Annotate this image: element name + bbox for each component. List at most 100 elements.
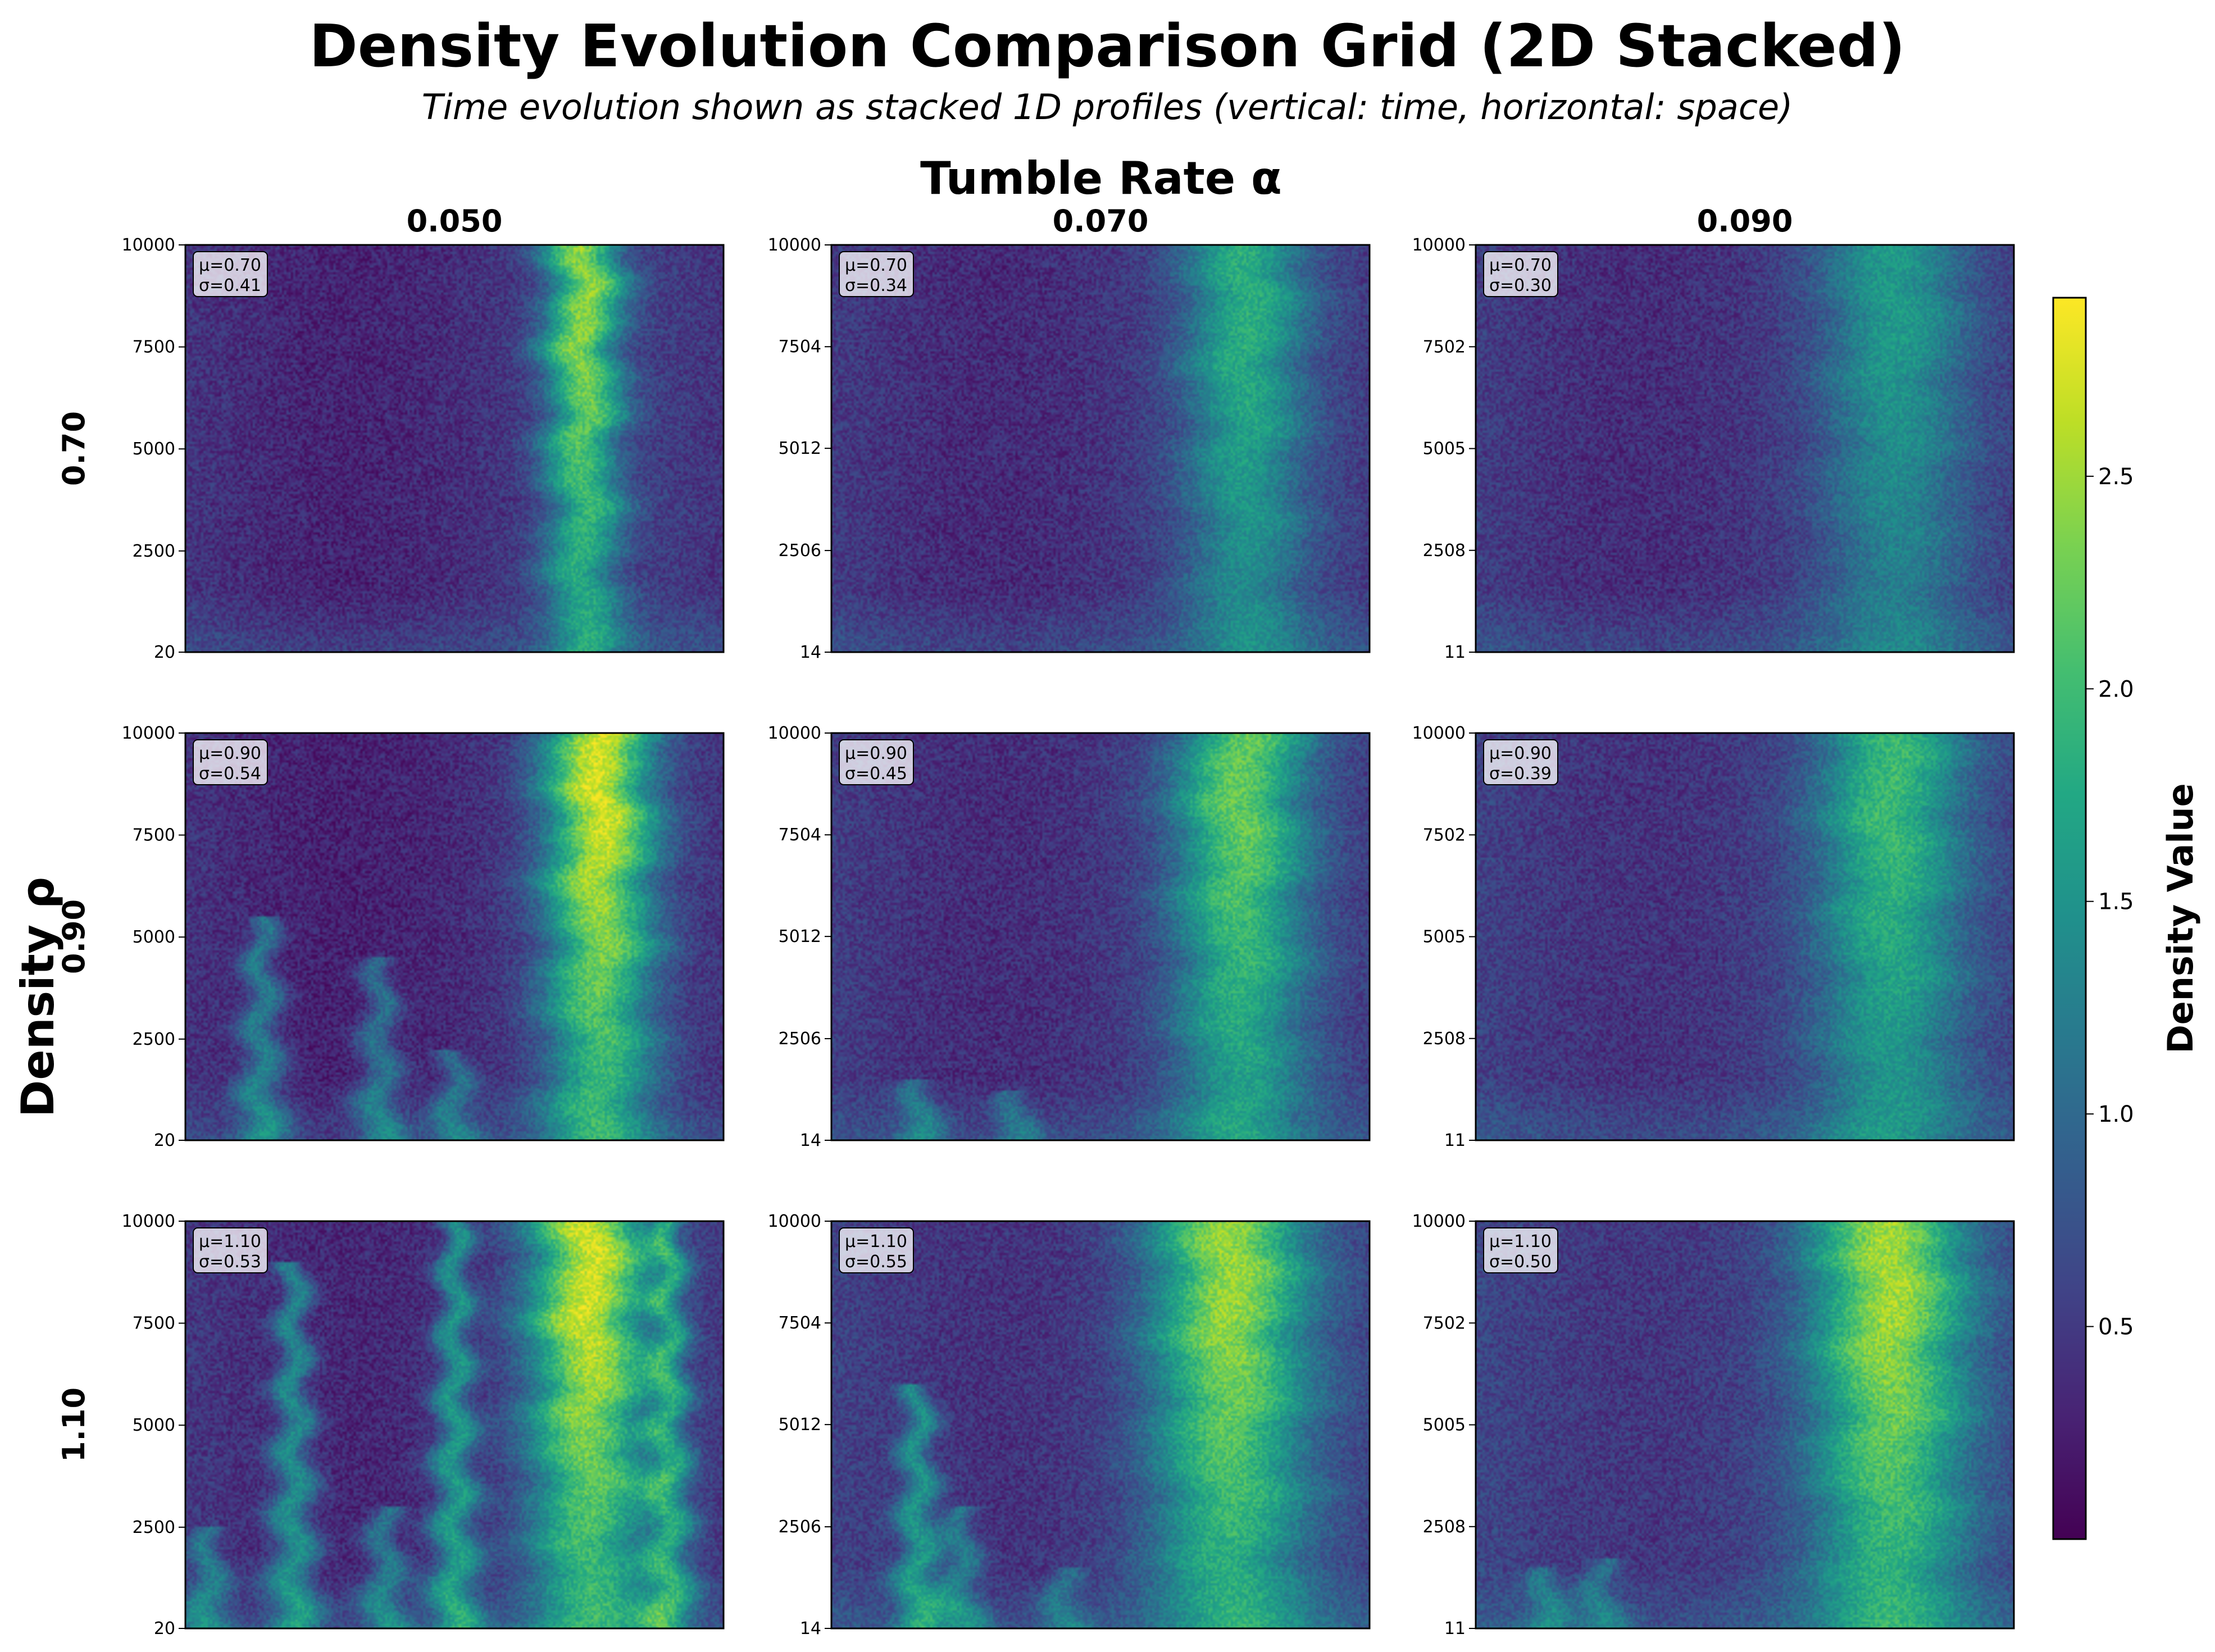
mean-label: μ=0.90 xyxy=(1489,744,1552,763)
stats-box xyxy=(1483,251,1558,297)
column-title: 0.090 xyxy=(1697,203,1793,239)
y-tick-label: 11 xyxy=(1444,643,1466,662)
y-tick-label: 5005 xyxy=(1423,1416,1466,1435)
y-tick-label: 7500 xyxy=(133,826,175,845)
y-tick-label: 20 xyxy=(154,1619,175,1639)
y-tick-label: 2500 xyxy=(133,541,175,561)
y-tick-label: 2508 xyxy=(1423,1029,1466,1049)
std-label: σ=0.50 xyxy=(1489,1252,1552,1272)
heatmap-image xyxy=(831,1221,1370,1628)
y-tick-label: 7500 xyxy=(133,338,175,357)
panel-grid: 0.050 0.070 0.090 0.70 0.90 1.10 20 2500 5000 750… xyxy=(56,203,2015,1639)
y-tick-label: 5005 xyxy=(1423,927,1466,947)
y-tick-label: 5000 xyxy=(133,439,175,459)
y-tick-label: 2508 xyxy=(1423,1517,1466,1537)
y-tick-label: 2500 xyxy=(133,1030,175,1049)
figure-title: Density Evolution Comparison Grid (2D St… xyxy=(309,12,1905,80)
y-tick-label: 10000 xyxy=(1412,235,1466,255)
colorbar: 0.5 1.0 1.5 2.0 2.5 Density Value xyxy=(2052,297,2201,1540)
y-tick-label: 7504 xyxy=(779,337,821,357)
heatmap-panel: 14 2506 5012 7504 10000 μ=0.90σ=0.45 xyxy=(768,723,1371,1150)
std-label: σ=0.30 xyxy=(1489,276,1552,295)
heatmap-panel: 20 2500 5000 7500 10000 μ=0.90σ=0.54 xyxy=(122,723,725,1150)
heatmap-panel: 11 2508 5005 7502 10000 μ=0.70σ=0.30 xyxy=(1412,235,2015,662)
y-tick-label: 11 xyxy=(1444,1131,1466,1150)
y-tick-label: 11 xyxy=(1444,1619,1466,1639)
heatmap-panel: 20 2500 5000 7500 10000 μ=0.70σ=0.41 xyxy=(122,235,725,662)
y-tick-label: 20 xyxy=(154,643,175,662)
heatmap-image xyxy=(1476,733,2014,1140)
std-label: σ=0.34 xyxy=(845,276,907,295)
stats-box xyxy=(193,1227,268,1273)
heatmap-image xyxy=(831,733,1370,1140)
stats-box xyxy=(839,1227,914,1273)
column-title: 0.070 xyxy=(1053,203,1149,239)
heatmap-image xyxy=(831,245,1370,652)
heatmap-image xyxy=(1476,245,2014,652)
figure-subtitle: Time evolution shown as stacked 1D profi… xyxy=(422,87,1793,128)
colorbar-gradient xyxy=(2052,297,2087,1540)
colorbar-label: Density Value xyxy=(2160,783,2201,1053)
y-tick-label: 5012 xyxy=(779,1415,821,1435)
std-label: σ=0.39 xyxy=(1489,764,1552,784)
heatmap-image xyxy=(1476,1221,2014,1628)
row-axis-label: Density ρ xyxy=(12,877,64,1117)
std-label: σ=0.53 xyxy=(199,1252,261,1272)
heatmap-image xyxy=(185,733,724,1140)
mean-label: μ=0.90 xyxy=(199,744,261,763)
y-tick-label: 5000 xyxy=(133,927,175,947)
heatmap-panel: 20 2500 5000 7500 10000 μ=1.10σ=0.53 xyxy=(122,1212,725,1639)
y-tick-label: 20 xyxy=(154,1131,175,1150)
y-tick-label: 5005 xyxy=(1423,439,1466,459)
heatmap-image xyxy=(185,245,724,652)
y-tick-label: 14 xyxy=(800,1619,821,1639)
std-label: σ=0.55 xyxy=(845,1252,907,1272)
y-tick-label: 2506 xyxy=(779,1517,821,1537)
stats-box xyxy=(1483,739,1558,785)
std-label: σ=0.41 xyxy=(199,276,261,295)
y-tick-label: 5000 xyxy=(133,1416,175,1435)
y-tick-label: 10000 xyxy=(768,723,821,743)
y-tick-label: 10000 xyxy=(1412,723,1466,743)
y-tick-label: 2500 xyxy=(133,1518,175,1537)
stats-box xyxy=(1483,1227,1558,1273)
mean-label: μ=0.70 xyxy=(1489,256,1552,275)
colorbar-tick-label: 1.5 xyxy=(2098,889,2134,915)
stats-box xyxy=(193,251,268,297)
y-tick-label: 7504 xyxy=(779,1313,821,1333)
column-axis-label: Tumble Rate α xyxy=(920,152,1282,204)
row-label: 1.10 xyxy=(56,1387,92,1462)
colorbar-tick-label: 2.5 xyxy=(2098,464,2134,490)
heatmap-panel: 11 2508 5005 7502 10000 μ=1.10σ=0.50 xyxy=(1412,1212,2015,1639)
y-tick-label: 2506 xyxy=(779,1029,821,1049)
y-tick-label: 10000 xyxy=(768,1212,821,1231)
y-tick-label: 10000 xyxy=(122,723,175,743)
heatmap-panel: 11 2508 5005 7502 10000 μ=0.90σ=0.39 xyxy=(1412,723,2015,1150)
stats-box xyxy=(193,739,268,785)
row-label: 0.70 xyxy=(56,411,92,486)
y-tick-label: 10000 xyxy=(122,1212,175,1231)
colorbar-tick-label: 2.0 xyxy=(2098,676,2134,702)
colorbar-tick-label: 1.0 xyxy=(2098,1102,2134,1127)
stats-box xyxy=(839,739,914,785)
mean-label: μ=0.90 xyxy=(845,744,907,763)
y-tick-label: 14 xyxy=(800,643,821,662)
y-tick-label: 7504 xyxy=(779,825,821,845)
std-label: σ=0.54 xyxy=(199,764,261,784)
heatmap-image xyxy=(185,1221,724,1628)
y-tick-label: 7502 xyxy=(1423,825,1466,845)
y-tick-label: 10000 xyxy=(768,235,821,255)
heatmap-panel: 14 2506 5012 7504 10000 μ=0.70σ=0.34 xyxy=(768,235,1371,662)
row-label: 0.90 xyxy=(56,899,92,974)
std-label: σ=0.45 xyxy=(845,764,907,784)
mean-label: μ=1.10 xyxy=(1489,1232,1552,1251)
y-tick-label: 7502 xyxy=(1423,1313,1466,1333)
y-tick-label: 2508 xyxy=(1423,541,1466,561)
stats-box xyxy=(839,251,914,297)
colorbar-tick-label: 0.5 xyxy=(2098,1314,2134,1340)
mean-label: μ=0.70 xyxy=(845,256,907,275)
y-tick-label: 5012 xyxy=(779,439,821,458)
y-tick-label: 7502 xyxy=(1423,337,1466,357)
y-tick-label: 10000 xyxy=(122,235,175,255)
